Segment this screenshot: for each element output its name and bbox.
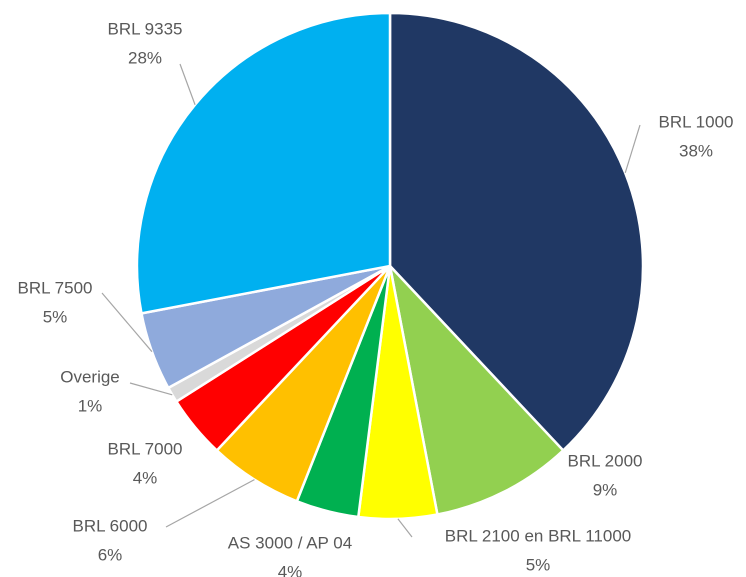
slice-label: BRL 1000: [659, 112, 734, 131]
slice-label: BRL 2100 en BRL 11000: [445, 526, 632, 545]
slice-label: AS 3000 / AP 04: [228, 533, 352, 552]
pie-slice: [135, 11, 392, 315]
leader-line: [129, 382, 173, 396]
value-label: 1%: [78, 396, 103, 415]
leader-line: [397, 518, 413, 538]
value-label: 9%: [593, 480, 618, 499]
slice-label: Overige: [60, 367, 120, 386]
leader-line: [165, 479, 255, 528]
slice-label: BRL 9335: [108, 19, 183, 38]
leader-line: [179, 63, 196, 105]
slice-label: BRL 2000: [568, 451, 643, 470]
slice-label: BRL 7000: [108, 439, 183, 458]
value-label: 28%: [128, 48, 162, 67]
value-label: 6%: [98, 545, 123, 564]
value-label: 5%: [526, 555, 551, 574]
pie-slice: [388, 11, 645, 453]
pie-slice: [387, 262, 565, 516]
value-label: 4%: [133, 468, 158, 487]
leader-line: [101, 292, 153, 353]
slice-label: BRL 6000: [73, 516, 148, 535]
leader-line: [624, 124, 641, 174]
value-label: 4%: [278, 562, 303, 577]
slice-label: BRL 7500: [18, 278, 93, 297]
value-label: 5%: [43, 307, 68, 326]
value-label: 38%: [679, 141, 713, 160]
